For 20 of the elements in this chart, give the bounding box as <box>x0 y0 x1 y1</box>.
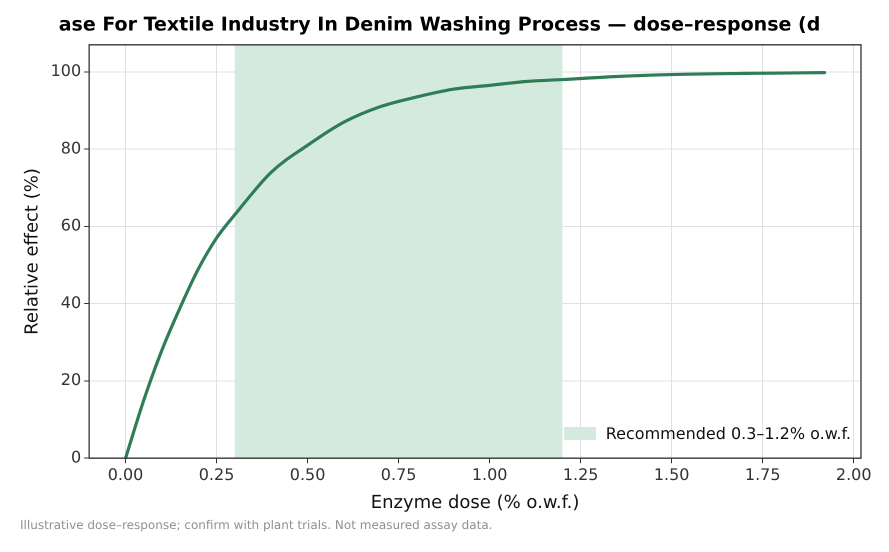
x-tick-label: 1.50 <box>654 464 690 484</box>
x-tick-label: 1.25 <box>562 464 598 484</box>
x-axis-title: Enzyme dose (% o.w.f.) <box>370 492 580 513</box>
y-tick-label: 40 <box>60 292 82 312</box>
y-tick-label: 0 <box>70 447 82 466</box>
y-tick-label: 20 <box>60 370 82 390</box>
x-tick-label: 0.00 <box>108 464 144 484</box>
y-tick-label: 100 <box>50 61 82 80</box>
y-tick-label: 60 <box>60 216 82 235</box>
x-tick-label: 1.00 <box>472 464 508 484</box>
y-axis-title: Relative effect (%) <box>21 168 42 335</box>
x-tick-label: 0.75 <box>380 464 416 484</box>
x-tick-label: 0.25 <box>198 464 234 484</box>
chart-title: ase For Textile Industry In Denim Washing Process — dose–response (d <box>58 13 820 36</box>
band-label: Recommended 0.3–1.2% o.w.f. <box>606 424 851 444</box>
x-tick-label: 2.00 <box>836 464 872 484</box>
x-tick-label: 0.50 <box>290 464 326 484</box>
y-tick-label: 80 <box>60 138 82 158</box>
text: Illustrative dose–response; confirm with plant trials. Not measured assay data. <box>20 518 494 532</box>
x-tick-label: 1.75 <box>744 464 781 484</box>
